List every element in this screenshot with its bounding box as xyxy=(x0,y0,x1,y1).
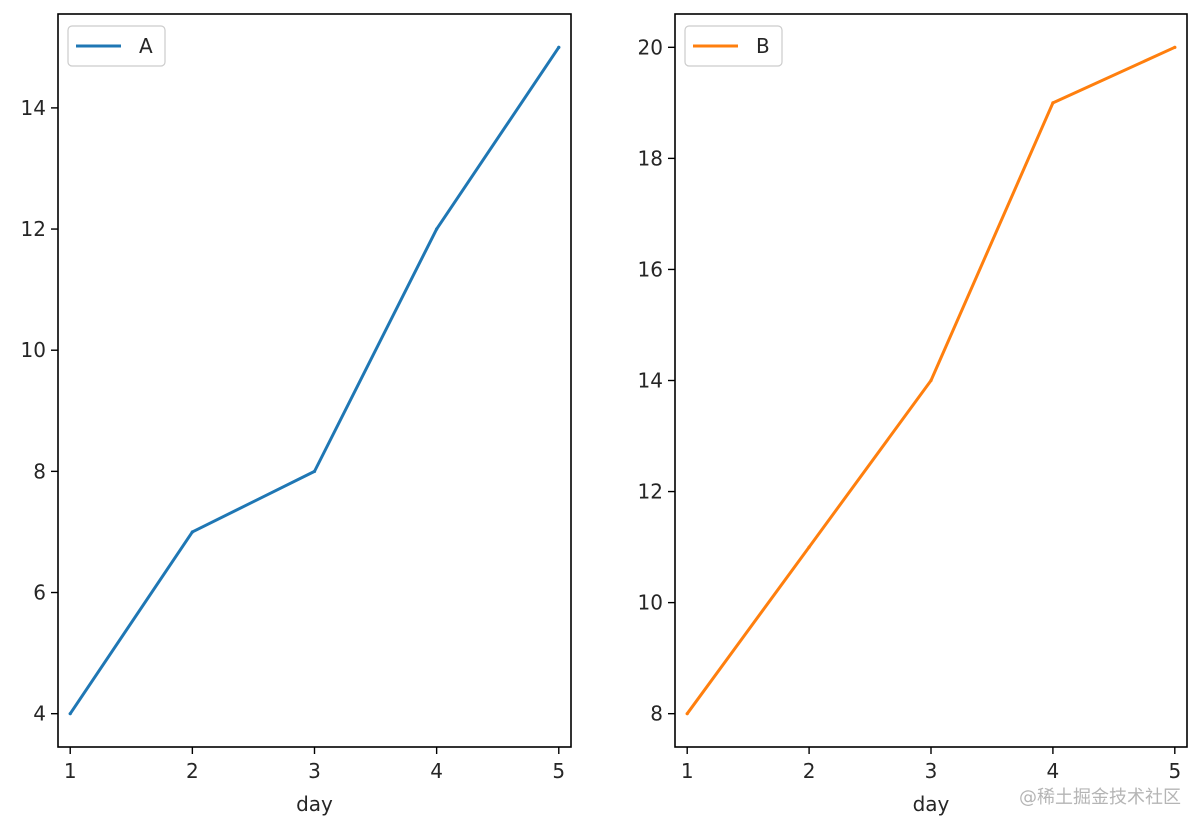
y-tick-label: 8 xyxy=(33,459,46,483)
data-point xyxy=(1173,45,1177,49)
data-point xyxy=(312,469,317,473)
y-tick-label: 4 xyxy=(33,702,46,726)
y-tick-label: 14 xyxy=(638,369,663,393)
data-point xyxy=(190,530,194,534)
x-tick-label: 1 xyxy=(681,759,694,783)
x-axis-title: day xyxy=(296,792,333,816)
y-tick-label: 6 xyxy=(33,581,46,605)
x-tick-label: 2 xyxy=(803,759,816,783)
x-tick-label: 2 xyxy=(186,759,199,783)
x-tick-label: 5 xyxy=(1168,759,1181,783)
data-point xyxy=(68,712,72,716)
y-tick-label: 18 xyxy=(638,146,663,170)
x-tick-label: 5 xyxy=(552,759,565,783)
watermark-text: @稀土掘金技术社区 xyxy=(1019,787,1181,808)
x-tick-label: 3 xyxy=(925,759,938,783)
data-point xyxy=(685,712,689,716)
data-point xyxy=(557,45,561,49)
y-tick-label: 8 xyxy=(650,702,663,726)
y-tick-label: 12 xyxy=(638,480,663,504)
y-tick-label: 10 xyxy=(638,591,663,615)
x-tick-label: 3 xyxy=(308,759,321,783)
data-point xyxy=(1051,101,1055,105)
y-tick-label: 12 xyxy=(21,217,46,241)
y-tick-label: 16 xyxy=(638,257,663,281)
legend-label: B xyxy=(756,34,770,58)
y-tick-label: 14 xyxy=(21,96,46,120)
x-axis-title: day xyxy=(913,792,950,816)
data-point xyxy=(807,545,811,549)
legend-label: A xyxy=(139,34,153,58)
x-tick-label: 4 xyxy=(430,759,443,783)
data-point xyxy=(435,227,439,231)
y-tick-label: 10 xyxy=(21,338,46,362)
y-tick-label: 20 xyxy=(638,35,663,59)
x-tick-label: 4 xyxy=(1047,759,1060,783)
data-point xyxy=(929,378,933,383)
x-tick-label: 1 xyxy=(64,759,77,783)
